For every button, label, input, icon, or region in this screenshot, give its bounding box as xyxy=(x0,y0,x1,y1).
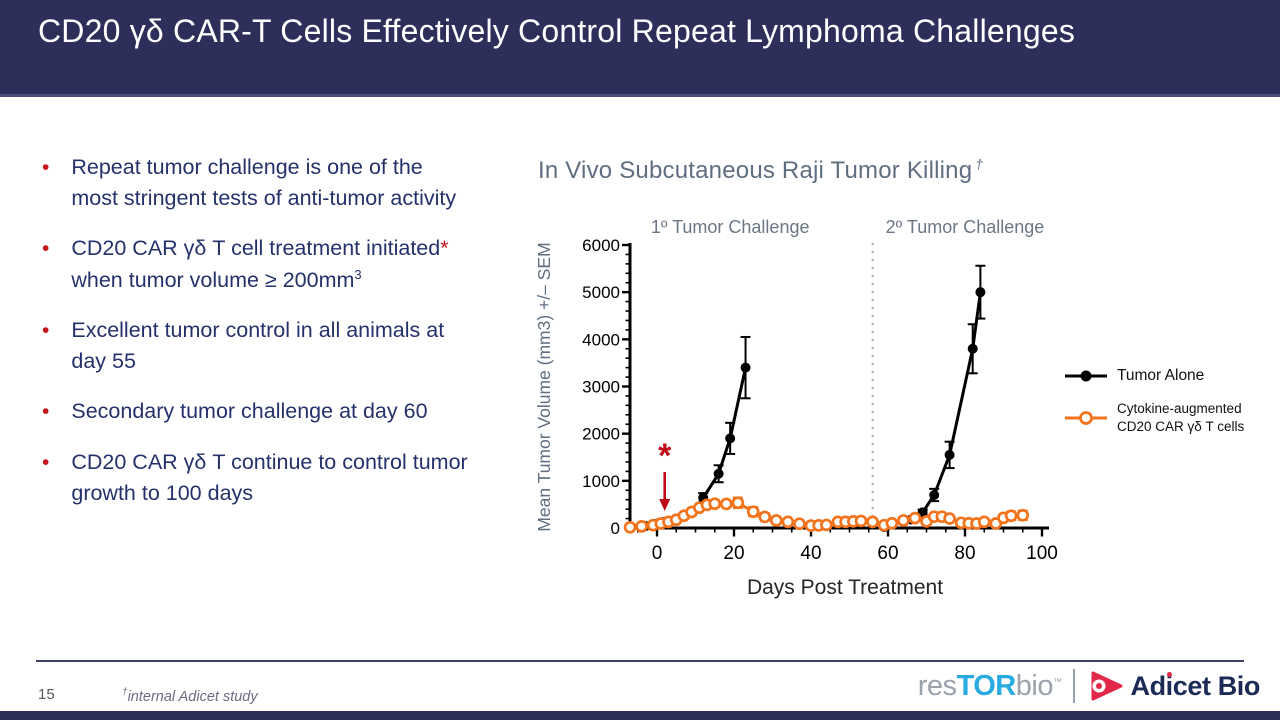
chart-axes: 0 1000 2000 3000 4000 5000 6000 0 20 40 60 80 100 Day… xyxy=(534,236,1058,599)
footnote-dagger: † xyxy=(122,687,128,698)
page-number: 15 xyxy=(38,686,55,703)
bullet-text: CD20 CAR γδ T cell treatment initiated* … xyxy=(71,236,449,292)
bullet-item: • Secondary tumor challenge at day 60 xyxy=(42,396,512,428)
svg-text:20: 20 xyxy=(723,543,744,564)
svg-text:5000: 5000 xyxy=(582,283,620,302)
footer-divider xyxy=(36,660,1244,662)
svg-text:80: 80 xyxy=(954,543,975,564)
legend-item-tumor-alone: Tumor Alone xyxy=(1063,366,1244,386)
bullet-icon: • xyxy=(42,156,50,179)
bottom-accent-bar xyxy=(0,711,1280,720)
restorbio-logo: resTORbio™ xyxy=(917,669,1062,702)
slide-title: CD20 γδ CAR-T Cells Effectively Control … xyxy=(38,13,1076,49)
x-axis-label: Days Post Treatment xyxy=(747,576,943,599)
svg-text:2º Tumor Challenge: 2º Tumor Challenge xyxy=(886,217,1045,237)
bullet-list: • Repeat tumor challenge is one of the mo… xyxy=(42,152,512,528)
legend-label-tumor-alone: Tumor Alone xyxy=(1117,367,1205,384)
bullet-icon: • xyxy=(42,318,50,342)
series-car-t-cells xyxy=(623,496,1030,534)
bullet-text: Excellent tumor control in all animals a… xyxy=(71,317,445,373)
chart-annotations: 1º Tumor Challenge 2º Tumor Challenge xyxy=(651,217,1045,526)
bullet-item: • Repeat tumor challenge is one of the mo… xyxy=(42,152,512,214)
slide-title-bar: CD20 γδ CAR-T Cells Effectively Control … xyxy=(0,0,1280,97)
bullet-text: Repeat tumor challenge is one of the mos… xyxy=(71,155,457,211)
series-tumor-alone xyxy=(625,264,986,533)
footer-logos: resTORbio™ Adicet Bio xyxy=(918,666,1260,706)
bullet-icon: • xyxy=(42,237,50,261)
svg-text:3000: 3000 xyxy=(582,378,620,397)
adicet-logo-text: Adicet Bio xyxy=(1130,670,1260,701)
chart-title-dagger: † xyxy=(975,156,984,172)
adicet-logo-icon xyxy=(1091,671,1123,701)
bullet-item: • CD20 CAR γδ T cell treatment initiated*… xyxy=(42,233,512,295)
svg-text:1º Tumor Challenge: 1º Tumor Challenge xyxy=(651,217,810,237)
svg-text:2000: 2000 xyxy=(582,425,620,444)
bullet-text: CD20 CAR γδ T continue to control tumor … xyxy=(71,449,468,505)
legend-item-car-t-cells: Cytokine-augmented CD20 CAR γδ T cells xyxy=(1063,400,1244,435)
svg-text:0: 0 xyxy=(611,519,620,538)
bullet-item: • CD20 CAR γδ T continue to control tumor… xyxy=(42,447,512,509)
tumor-killing-chart: 1º Tumor Challenge 2º Tumor Challenge 0 100… xyxy=(534,217,1058,599)
logo-divider xyxy=(1073,669,1076,703)
bullet-icon: • xyxy=(42,450,50,474)
bullet-icon: • xyxy=(42,400,50,424)
footnote: †internal Adicet study xyxy=(122,687,258,705)
adicet-logo: Adicet Bio xyxy=(1087,670,1260,702)
svg-text:1000: 1000 xyxy=(582,472,620,491)
treatment-start-marker: * xyxy=(658,437,672,511)
chart-legend: Tumor Alone Cytokine-augmented CD20 CAR … xyxy=(1063,366,1244,449)
svg-text:0: 0 xyxy=(652,543,663,564)
car-t-marker-icon xyxy=(1063,408,1109,428)
svg-text:100: 100 xyxy=(1026,543,1058,564)
svg-text:6000: 6000 xyxy=(582,236,620,255)
bullet-text: Secondary tumor challenge at day 60 xyxy=(71,399,428,424)
chart-title-text: In Vivo Subcutaneous Raji Tumor Killing xyxy=(538,157,973,184)
svg-text:60: 60 xyxy=(877,543,898,564)
svg-text:*: * xyxy=(658,437,672,475)
legend-label-car-t-cells: Cytokine-augmented CD20 CAR γδ T cells xyxy=(1117,401,1245,434)
tumor-alone-marker-icon xyxy=(1063,366,1109,386)
bullet-item: • Excellent tumor control in all animals … xyxy=(42,315,512,377)
chart-title: In Vivo Subcutaneous Raji Tumor Killing † xyxy=(538,156,983,185)
svg-text:4000: 4000 xyxy=(582,330,620,349)
svg-text:40: 40 xyxy=(800,543,821,564)
y-axis-label: Mean Tumor Volume (mm3) +/– SEM xyxy=(534,242,554,531)
